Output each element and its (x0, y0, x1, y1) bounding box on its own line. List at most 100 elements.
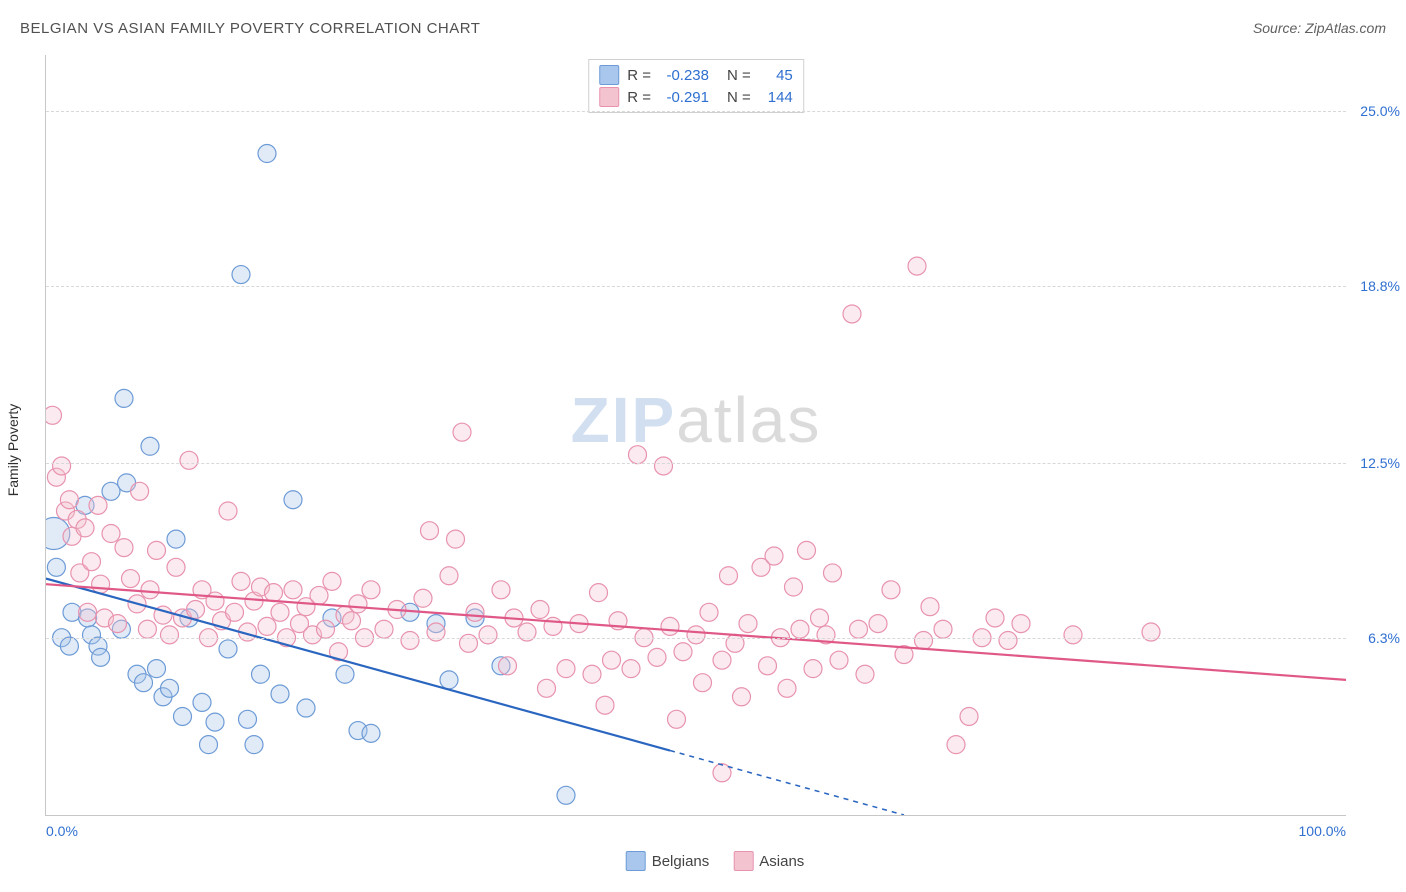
data-point (661, 617, 679, 635)
stat-n-value: 45 (759, 67, 793, 84)
data-point (219, 640, 237, 658)
header: BELGIAN VS ASIAN FAMILY POVERTY CORRELAT… (20, 20, 1386, 37)
data-point (187, 601, 205, 619)
data-point (375, 620, 393, 638)
data-point (583, 665, 601, 683)
data-point (655, 457, 673, 475)
data-point (89, 496, 107, 514)
series-swatch (599, 87, 619, 107)
legend-swatch (626, 851, 646, 871)
stat-n-label: N = (727, 89, 751, 106)
stat-r-label: R = (627, 89, 651, 106)
data-point (798, 541, 816, 559)
data-point (401, 631, 419, 649)
data-point (531, 601, 549, 619)
data-point (700, 603, 718, 621)
data-point (92, 648, 110, 666)
grid-line (46, 111, 1346, 112)
grid-line (46, 463, 1346, 464)
data-point (765, 547, 783, 565)
data-point (167, 530, 185, 548)
data-point (921, 598, 939, 616)
data-point (694, 674, 712, 692)
data-point (908, 257, 926, 275)
data-point (138, 620, 156, 638)
data-point (362, 724, 380, 742)
data-point (336, 665, 354, 683)
data-point (135, 674, 153, 692)
data-point (219, 502, 237, 520)
stat-r-value: -0.291 (659, 89, 709, 106)
data-point (47, 558, 65, 576)
data-point (492, 581, 510, 599)
data-point (882, 581, 900, 599)
data-point (310, 586, 328, 604)
data-point (791, 620, 809, 638)
data-point (265, 584, 283, 602)
stat-r-value: -0.238 (659, 67, 709, 84)
chart: Family Poverty ZIPatlas R =-0.238N =45R … (45, 55, 1385, 845)
data-point (668, 710, 686, 728)
data-point (824, 564, 842, 582)
stats-row: R = -0.291 N = 144 (599, 86, 793, 108)
data-point (141, 581, 159, 599)
data-point (466, 603, 484, 621)
stats-row: R = -0.238 N = 45 (599, 64, 793, 86)
grid-line (46, 638, 1346, 639)
chart-title: BELGIAN VS ASIAN FAMILY POVERTY CORRELAT… (20, 20, 480, 37)
data-point (79, 603, 97, 621)
data-point (759, 657, 777, 675)
data-point (596, 696, 614, 714)
data-point (999, 631, 1017, 649)
data-point (109, 615, 127, 633)
data-point (778, 679, 796, 697)
data-point (271, 685, 289, 703)
data-point (323, 572, 341, 590)
y-tick-label: 12.5% (1350, 455, 1400, 471)
data-point (986, 609, 1004, 627)
data-point (161, 679, 179, 697)
data-point (258, 145, 276, 163)
data-point (713, 651, 731, 669)
data-point (856, 665, 874, 683)
data-point (629, 446, 647, 464)
legend: Belgians Asians (626, 851, 805, 871)
y-tick-label: 25.0% (1350, 103, 1400, 119)
data-point (115, 389, 133, 407)
data-point (447, 530, 465, 548)
legend-label: Asians (759, 853, 804, 870)
data-point (174, 707, 192, 725)
data-point (453, 423, 471, 441)
stat-n-value: 144 (759, 89, 793, 106)
data-point (258, 617, 276, 635)
data-point (232, 572, 250, 590)
data-point (440, 671, 458, 689)
plot-area: ZIPatlas R =-0.238N =45R =-0.291N =144 6… (45, 55, 1346, 816)
stat-n-label: N = (727, 67, 751, 84)
data-point (622, 660, 640, 678)
data-point (239, 710, 257, 728)
grid-line (46, 286, 1346, 287)
data-point (674, 643, 692, 661)
data-point (115, 539, 133, 557)
stat-r-label: R = (627, 67, 651, 84)
data-point (785, 578, 803, 596)
y-tick-label: 18.8% (1350, 278, 1400, 294)
data-point (53, 457, 71, 475)
data-point (76, 519, 94, 537)
data-point (733, 688, 751, 706)
scatter-svg (46, 55, 1346, 815)
data-point (206, 713, 224, 731)
legend-label: Belgians (652, 853, 710, 870)
data-point (850, 620, 868, 638)
data-point (60, 491, 78, 509)
y-axis-label: Family Poverty (5, 404, 21, 497)
data-point (557, 786, 575, 804)
source-attribution: Source: ZipAtlas.com (1253, 20, 1386, 36)
data-point (603, 651, 621, 669)
data-point (687, 626, 705, 644)
data-point (349, 595, 367, 613)
x-tick-label: 0.0% (46, 823, 78, 839)
data-point (226, 603, 244, 621)
data-point (200, 736, 218, 754)
